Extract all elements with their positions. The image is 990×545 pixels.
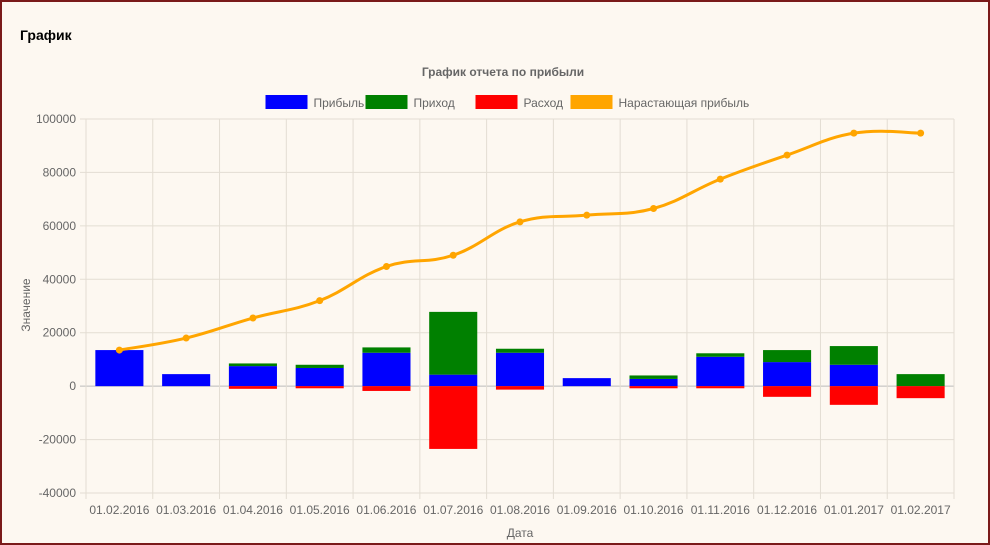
y-axis: 100000 80000 60000 40000 20000 0 -20000 -40000 — [36, 112, 76, 500]
line-point — [583, 211, 591, 219]
line-point — [650, 204, 658, 212]
bar — [896, 374, 945, 387]
bar — [362, 352, 411, 387]
y-tick-label: -20000 — [39, 433, 77, 447]
x-tick-label: 01.08.2016 — [490, 503, 550, 517]
bar — [295, 367, 344, 387]
bar — [429, 386, 478, 449]
legend-swatch — [475, 95, 518, 109]
line-point — [783, 151, 791, 159]
legend-label: Расход — [524, 96, 564, 110]
bar — [763, 362, 812, 387]
bar — [295, 364, 344, 368]
x-tick-label: 01.01.2017 — [824, 503, 884, 517]
bar — [829, 364, 878, 387]
x-tick-label: 01.05.2016 — [290, 503, 350, 517]
y-tick-label: -40000 — [39, 486, 77, 500]
bar — [829, 346, 878, 365]
x-tick-label: 01.12.2016 — [757, 503, 817, 517]
bar — [429, 374, 478, 387]
bar — [429, 311, 478, 375]
x-tick-label: 01.02.2017 — [891, 503, 951, 517]
line-point — [316, 297, 324, 305]
bar — [362, 386, 411, 391]
bar — [896, 386, 945, 399]
bar — [629, 378, 678, 387]
y-tick-label: 40000 — [43, 272, 77, 286]
bar — [763, 350, 812, 363]
legend-swatch — [365, 95, 408, 109]
line-point — [249, 314, 257, 322]
panel-title: График — [20, 27, 72, 43]
x-tick-label: 01.03.2016 — [156, 503, 216, 517]
bar — [696, 356, 745, 387]
bar — [696, 353, 745, 357]
line-point — [182, 334, 190, 342]
x-tick-label: 01.10.2016 — [624, 503, 684, 517]
y-tick-label: 100000 — [36, 112, 76, 126]
bar — [495, 386, 545, 390]
bar — [495, 352, 545, 387]
chart-title: График отчета по прибыли — [422, 65, 584, 79]
x-tick-label: 01.11.2016 — [691, 503, 750, 517]
x-axis-label: Дата — [507, 526, 534, 540]
line-point — [382, 262, 390, 270]
line-point — [449, 251, 457, 259]
line-point — [917, 129, 925, 137]
y-tick-label: 80000 — [43, 165, 77, 179]
x-tick-label: 01.04.2016 — [223, 503, 283, 517]
cumulative-line — [115, 129, 925, 354]
bar — [562, 378, 611, 387]
x-tick-label: 01.06.2016 — [356, 503, 416, 517]
legend-label: Нарастающая прибыль — [619, 96, 750, 110]
bar — [162, 374, 211, 387]
y-tick-label: 0 — [69, 379, 76, 393]
bar — [228, 386, 277, 389]
bars — [95, 311, 945, 449]
legend-label: Прибыль — [314, 96, 365, 110]
bar — [495, 348, 545, 353]
bar — [629, 386, 678, 389]
y-axis-label: Значение — [19, 278, 33, 332]
bar — [228, 363, 277, 367]
y-tick-label: 60000 — [43, 219, 77, 233]
line-point — [850, 129, 858, 137]
x-tick-label: 01.02.2016 — [89, 503, 149, 517]
bar — [228, 366, 277, 387]
legend-swatch — [570, 95, 613, 109]
x-tick-label: 01.09.2016 — [557, 503, 617, 517]
y-tick-label: 20000 — [43, 326, 77, 340]
bar — [295, 386, 344, 389]
line-point — [115, 346, 123, 354]
legend-swatch — [265, 95, 308, 109]
bar — [95, 350, 144, 387]
line-point — [716, 175, 724, 183]
legend: Прибыль Приход Расход Нарастающая прибыль — [265, 95, 750, 110]
legend-label: Приход — [414, 96, 455, 110]
x-tick-label: 01.07.2016 — [423, 503, 483, 517]
bar — [696, 386, 745, 389]
bar — [829, 386, 878, 405]
bar — [763, 386, 812, 397]
grid — [80, 118, 955, 499]
bar — [362, 347, 411, 353]
bar — [629, 375, 678, 379]
series-line — [119, 129, 921, 352]
line-point — [516, 218, 524, 226]
x-axis: 01.02.2016 01.03.2016 01.04.2016 01.05.2016… — [89, 503, 951, 517]
